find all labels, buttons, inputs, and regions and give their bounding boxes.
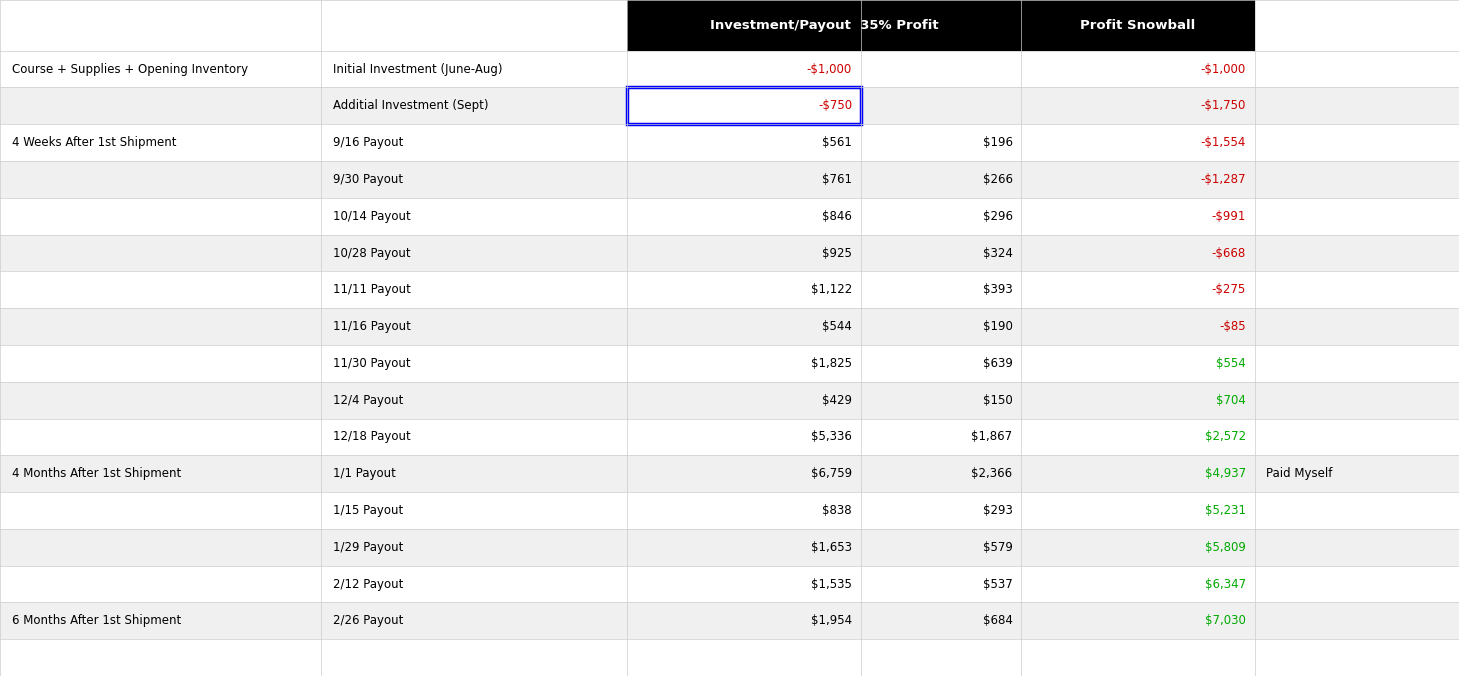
Text: 9/30 Payout: 9/30 Payout [333,173,403,186]
Bar [0,308,1459,345]
Text: 6 Months After 1st Shipment: 6 Months After 1st Shipment [12,614,181,627]
Text: $846: $846 [823,210,852,222]
Text: $1,867: $1,867 [972,431,1013,443]
Text: $2,366: $2,366 [972,467,1013,480]
Text: $196: $196 [982,136,1013,149]
Bar [0,87,1459,124]
Text: Paid Myself: Paid Myself [1266,467,1332,480]
Bar [0,566,1459,602]
Text: $1,122: $1,122 [811,283,852,296]
Text: 1/29 Payout: 1/29 Payout [333,541,403,554]
Text: $296: $296 [982,210,1013,222]
Text: -$1,000: -$1,000 [1201,63,1246,76]
Text: -$85: -$85 [1220,320,1246,333]
Text: 12/4 Payout: 12/4 Payout [333,393,403,407]
Bar [0,382,1459,418]
Text: 2/12 Payout: 2/12 Payout [333,577,403,591]
Bar [0,51,1459,87]
Text: $429: $429 [821,393,852,407]
Text: 2/26 Payout: 2/26 Payout [333,614,403,627]
Text: 11/16 Payout: 11/16 Payout [333,320,410,333]
Text: Profit Snowball: Profit Snowball [1081,19,1195,32]
Text: $704: $704 [1217,393,1246,407]
Text: -$750: -$750 [818,99,852,112]
Text: $684: $684 [983,614,1013,627]
Text: -$668: -$668 [1212,247,1246,260]
Text: $561: $561 [823,136,852,149]
Text: $1,825: $1,825 [811,357,852,370]
Text: $761: $761 [821,173,852,186]
Text: $150: $150 [983,393,1013,407]
Bar [627,87,861,124]
Text: 9/16 Payout: 9/16 Payout [333,136,403,149]
Text: $544: $544 [823,320,852,333]
Bar [0,418,1459,456]
Text: $5,231: $5,231 [1205,504,1246,517]
Text: 10/14 Payout: 10/14 Payout [333,210,410,222]
Text: 4 Weeks After 1st Shipment: 4 Weeks After 1st Shipment [12,136,177,149]
Text: $925: $925 [823,247,852,260]
Text: Initial Investment (June-Aug): Initial Investment (June-Aug) [333,63,502,76]
Text: 10/28 Payout: 10/28 Payout [333,247,410,260]
Bar [0,529,1459,566]
Text: $2,572: $2,572 [1205,431,1246,443]
Bar [0,198,1459,235]
Text: $393: $393 [983,283,1013,296]
Text: $5,809: $5,809 [1205,541,1246,554]
Text: 1/1 Payout: 1/1 Payout [333,467,395,480]
Text: 11/11 Payout: 11/11 Payout [333,283,410,296]
Bar [0,161,1459,198]
Bar [0,639,1459,676]
Text: $190: $190 [983,320,1013,333]
Text: -$1,750: -$1,750 [1201,99,1246,112]
Text: $1,535: $1,535 [811,577,852,591]
Text: $579: $579 [983,541,1013,554]
Text: $5,336: $5,336 [811,431,852,443]
Bar [627,0,1255,51]
Text: $1,954: $1,954 [811,614,852,627]
Text: -$991: -$991 [1211,210,1246,222]
Text: $266: $266 [982,173,1013,186]
Bar [0,345,1459,382]
Text: $7,030: $7,030 [1205,614,1246,627]
Bar [0,492,1459,529]
Text: -$275: -$275 [1212,283,1246,296]
Text: $537: $537 [983,577,1013,591]
Text: 1/15 Payout: 1/15 Payout [333,504,403,517]
Text: -$1,554: -$1,554 [1201,136,1246,149]
Text: Investment/Payout  35% Profit: Investment/Payout 35% Profit [711,19,938,32]
Text: -$1,000: -$1,000 [807,63,852,76]
Text: $6,759: $6,759 [811,467,852,480]
Bar [0,602,1459,639]
Text: $838: $838 [823,504,852,517]
Text: $6,347: $6,347 [1205,577,1246,591]
Bar [0,271,1459,308]
Text: Course + Supplies + Opening Inventory: Course + Supplies + Opening Inventory [12,63,248,76]
Bar [0,235,1459,271]
Text: $293: $293 [983,504,1013,517]
Text: 12/18 Payout: 12/18 Payout [333,431,410,443]
Bar [0,456,1459,492]
Text: 4 Months After 1st Shipment: 4 Months After 1st Shipment [12,467,181,480]
Text: $324: $324 [983,247,1013,260]
Text: $639: $639 [983,357,1013,370]
Text: $1,653: $1,653 [811,541,852,554]
Text: $554: $554 [1217,357,1246,370]
Text: Additial Investment (Sept): Additial Investment (Sept) [333,99,489,112]
Text: $4,937: $4,937 [1205,467,1246,480]
Text: -$1,287: -$1,287 [1201,173,1246,186]
Text: 11/30 Payout: 11/30 Payout [333,357,410,370]
Bar [0,124,1459,161]
